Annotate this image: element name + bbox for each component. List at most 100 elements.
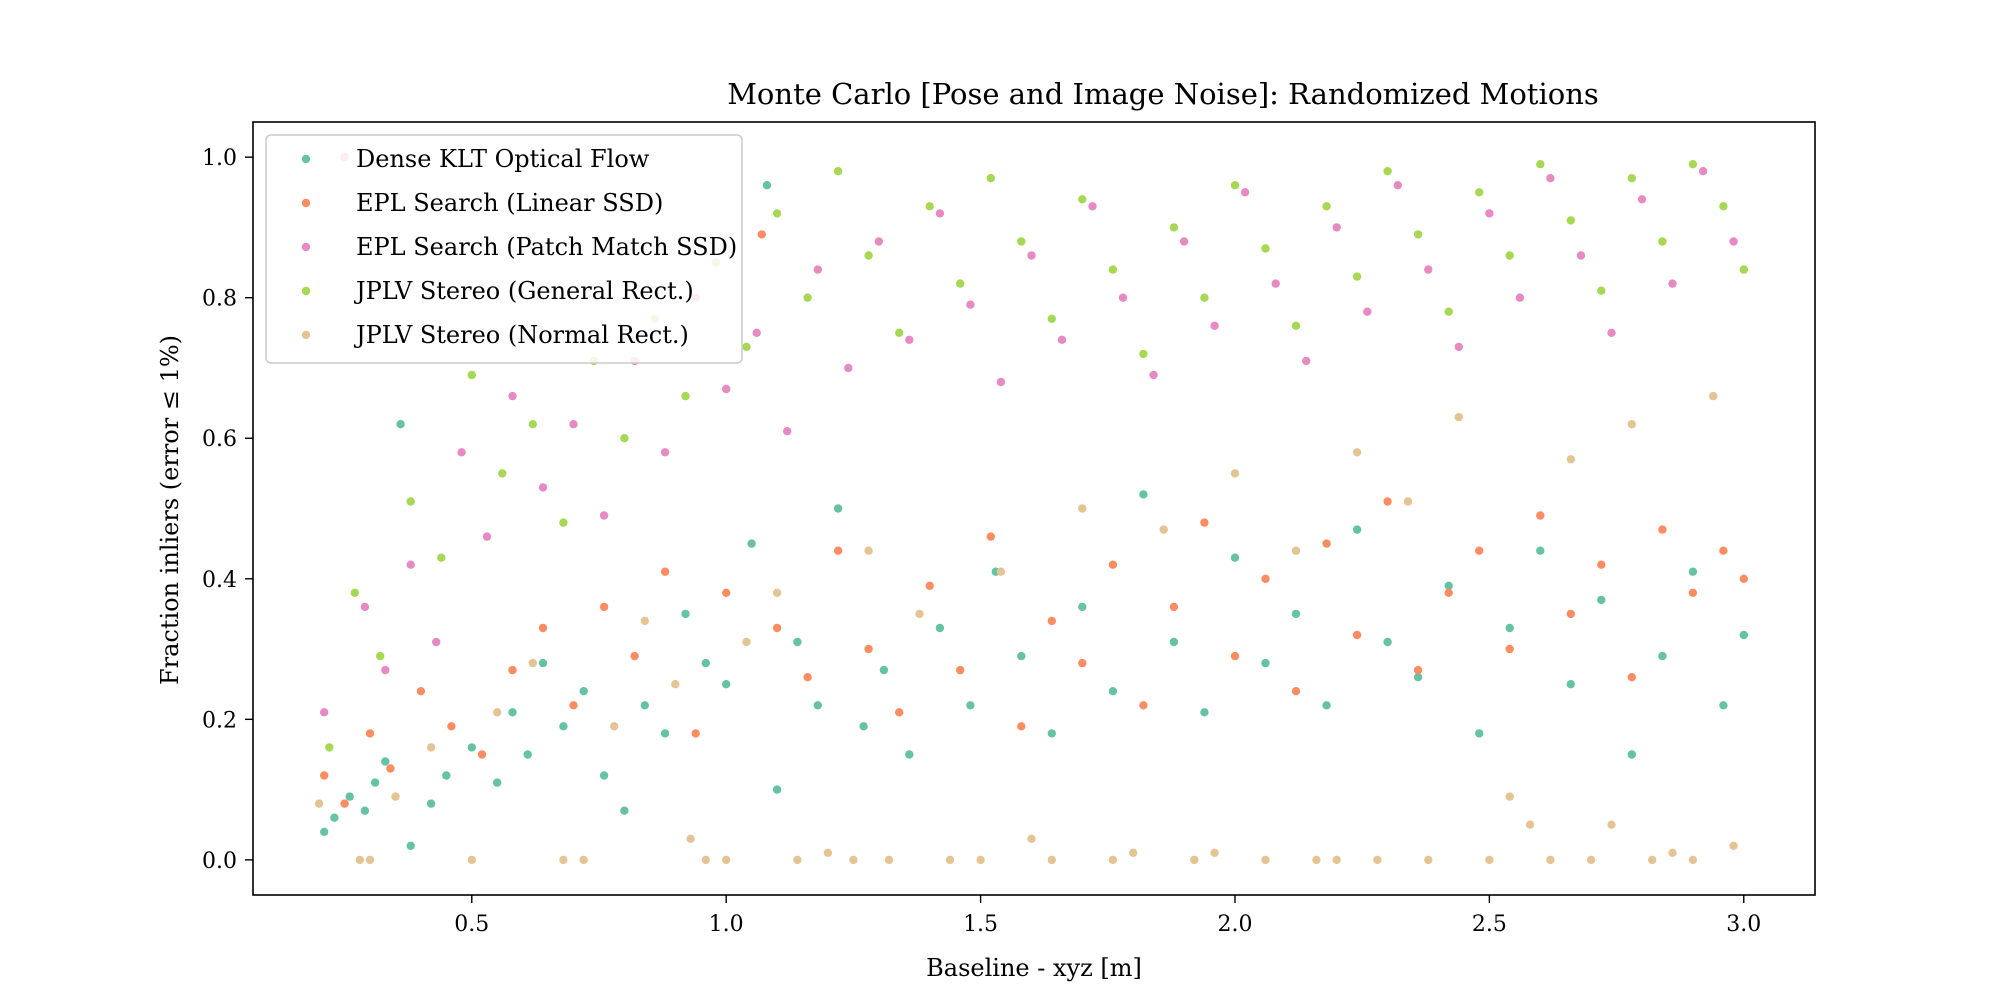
series-1-point-41 <box>1139 490 1148 499</box>
series-3-point-27 <box>1057 335 1067 344</box>
plot-frame <box>252 121 1816 896</box>
y-tick-label: 0.0 <box>202 849 237 874</box>
series-2-point-31 <box>1200 518 1209 527</box>
series-5-point-51 <box>1586 855 1596 865</box>
series-2-point-9 <box>538 623 548 633</box>
series-3-point-41 <box>1485 209 1494 218</box>
series-5-point-16 <box>722 855 731 865</box>
legend-label: JPLV Stereo (General Rect.) <box>353 277 694 305</box>
series-2-point-3 <box>365 729 375 738</box>
series-2-point-40 <box>1475 546 1484 555</box>
y-tick-label: 0.8 <box>202 287 237 312</box>
series-2-point-41 <box>1505 644 1514 654</box>
legend-marker <box>301 286 311 296</box>
series-4-point-31 <box>1230 181 1240 190</box>
series-5-point-31 <box>1108 855 1118 865</box>
series-2-point-6 <box>447 722 456 731</box>
series-4-point-18 <box>833 167 843 176</box>
series-5-point-38 <box>1291 546 1301 555</box>
series-1 <box>320 181 1749 850</box>
series-4-point-34 <box>1322 202 1331 211</box>
series-1-point-26 <box>762 181 772 190</box>
series-4-point-8 <box>528 420 537 429</box>
series-3-point-26 <box>1027 251 1036 260</box>
series-5-point-44 <box>1424 855 1433 865</box>
series-2-point-23 <box>956 665 965 675</box>
legend-label: JPLV Stereo (Normal Rect.) <box>353 321 689 349</box>
series-2-point-24 <box>986 532 995 541</box>
series-5-point-33 <box>1159 525 1168 534</box>
series-4-point-5 <box>437 553 446 562</box>
series-4-point-27 <box>1108 265 1118 274</box>
series-1-point-57 <box>1627 750 1637 759</box>
series-3-point-4 <box>381 665 390 675</box>
series-1-point-44 <box>1230 553 1240 562</box>
series-3-point-21 <box>874 237 883 246</box>
series-5-point-42 <box>1373 855 1382 865</box>
series-3-point-37 <box>1363 307 1372 316</box>
series-2-point-48 <box>1719 546 1728 555</box>
series-5-point-36 <box>1230 469 1240 478</box>
series-5-point-46 <box>1485 855 1494 865</box>
series-1-point-29 <box>813 701 822 710</box>
series-3-point-9 <box>508 391 517 401</box>
series-5-point-9 <box>559 855 568 865</box>
series-5-point-8 <box>528 658 537 668</box>
series-2-point-36 <box>1352 630 1362 640</box>
series-3-point-12 <box>599 511 609 520</box>
y-axis-label: Fraction inliers (error ≤ 1%) <box>156 335 184 685</box>
series-1-point-12 <box>493 778 502 787</box>
series-2 <box>320 230 1749 808</box>
series-4-point-16 <box>772 209 782 218</box>
series-2-point-28 <box>1108 560 1118 569</box>
series-3-point-44 <box>1576 251 1586 260</box>
series-3-point-46 <box>1637 195 1647 204</box>
series-1-point-19 <box>620 806 629 815</box>
series-1-point-25 <box>747 539 756 548</box>
series-2-point-37 <box>1383 497 1392 506</box>
series-5-point-32 <box>1129 848 1138 857</box>
series-3-point-43 <box>1546 174 1555 183</box>
series-5-point-58 <box>1729 841 1738 850</box>
legend-label: EPL Search (Linear SSD) <box>356 189 663 217</box>
series-1-point-3 <box>345 792 354 801</box>
series-2-point-27 <box>1078 658 1087 668</box>
series-5-point-57 <box>1709 391 1718 401</box>
series-5-point-43 <box>1403 497 1413 506</box>
chart-title: Monte Carlo [Pose and Image Noise]: Rand… <box>727 77 1599 111</box>
series-3-point-1 <box>320 708 329 717</box>
series-4-point-13 <box>681 391 690 401</box>
series-5-point-13 <box>671 680 680 689</box>
series-1-point-38 <box>1047 729 1057 738</box>
series-4-point-43 <box>1597 286 1606 295</box>
legend-label: EPL Search (Patch Match SSD) <box>356 233 737 261</box>
series-4-point-26 <box>1078 195 1087 204</box>
series-5-point-24 <box>915 609 924 619</box>
series-4-point-6 <box>467 370 476 380</box>
series-5-point-54 <box>1648 855 1657 865</box>
series-3-point-6 <box>432 637 441 647</box>
x-tick-label: 2.5 <box>1472 912 1507 937</box>
series-1-point-9 <box>426 799 436 808</box>
series-5-point-23 <box>884 855 894 865</box>
series-3-point-14 <box>660 448 670 457</box>
series-4-point-22 <box>956 279 965 288</box>
series-2-point-12 <box>630 651 639 661</box>
y-tick-label: 1.0 <box>202 146 237 171</box>
series-4-point-42 <box>1566 216 1576 225</box>
series-5-point-56 <box>1688 855 1698 865</box>
series-1-point-55 <box>1566 680 1576 689</box>
series-4-point-3 <box>376 651 385 661</box>
series-4-point-30 <box>1200 293 1209 302</box>
series-3-point-20 <box>844 363 853 373</box>
series-1-point-56 <box>1597 595 1606 605</box>
series-5-point-39 <box>1312 855 1321 865</box>
series-1-point-20 <box>640 701 649 710</box>
series-4-point-17 <box>803 293 812 302</box>
series-4-point-29 <box>1169 223 1179 232</box>
series-3-point-32 <box>1210 321 1219 330</box>
series-3-point-35 <box>1302 356 1311 366</box>
series-1-point-16 <box>559 722 568 731</box>
series-1-point-5 <box>370 778 380 787</box>
series-4-point-38 <box>1444 307 1453 316</box>
